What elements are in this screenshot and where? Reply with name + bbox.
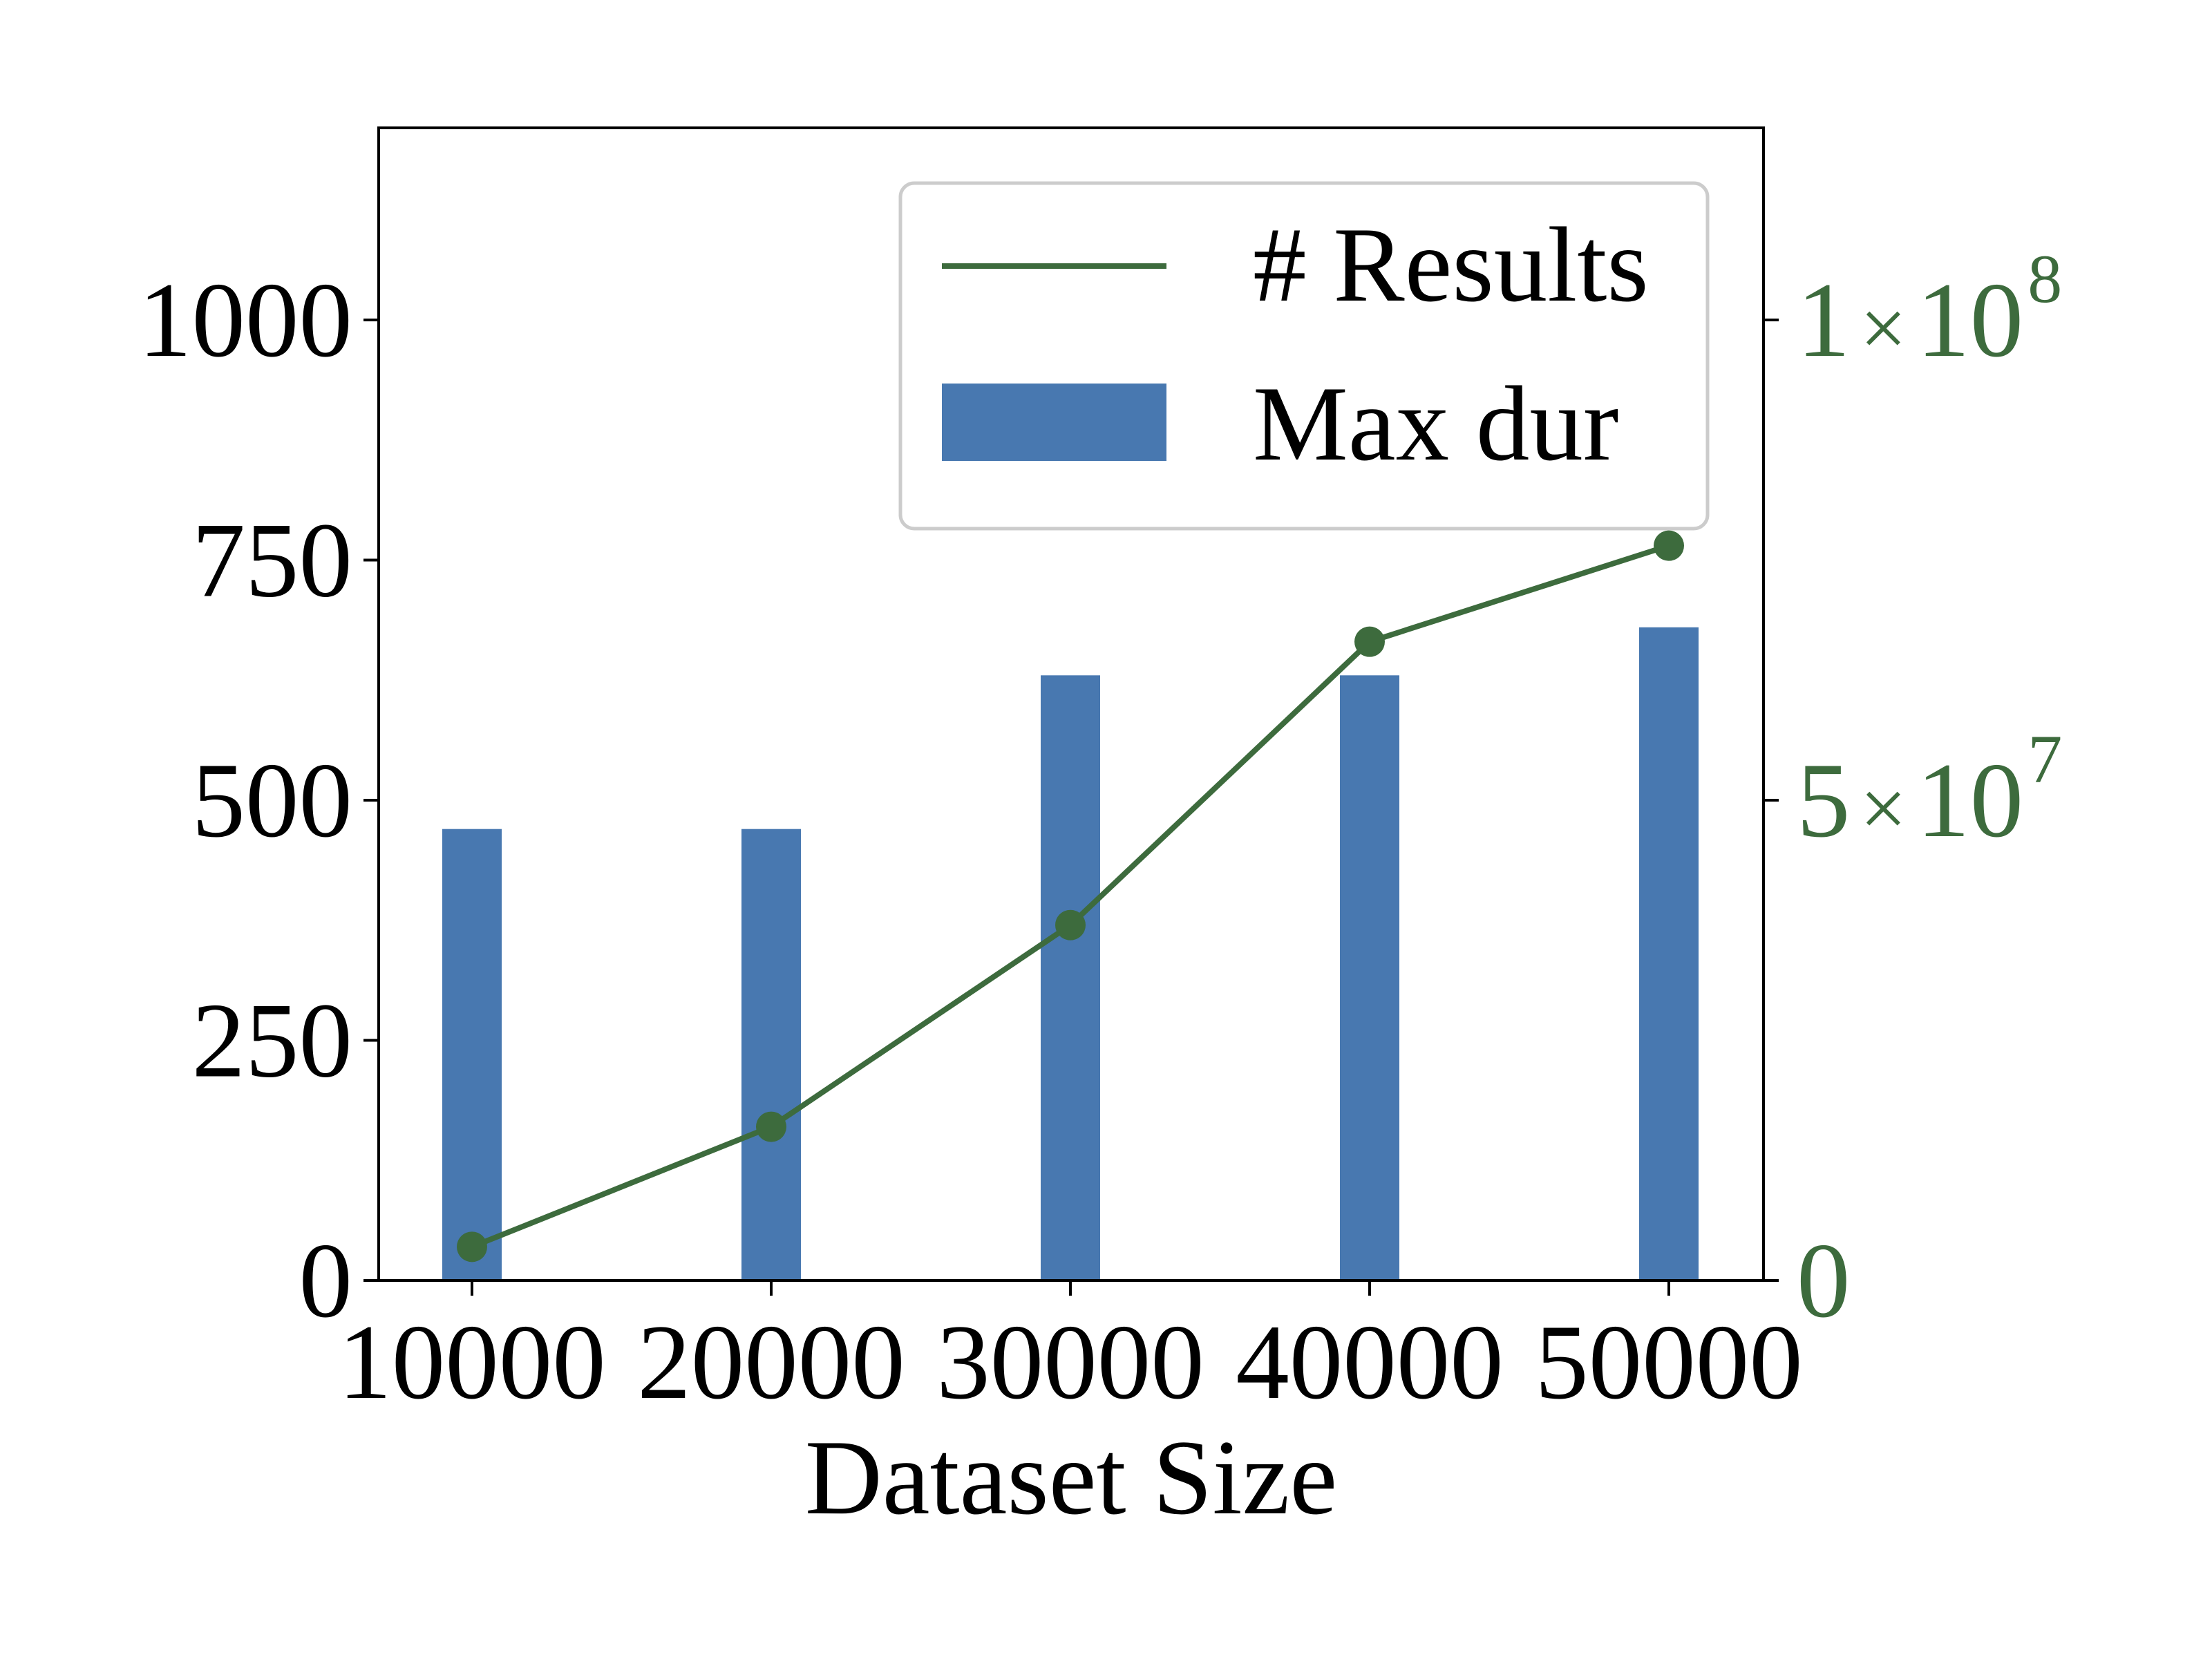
right-tick-label-1: 5 ×107 [1797,721,2062,860]
left-tick-label-1000: 1000 [138,261,352,379]
results-point-30000 [1055,909,1086,940]
bar-series [442,627,1699,1280]
bar-10000 [442,829,502,1280]
left-axis: 0 250 500 750 1000 [138,261,379,1340]
x-axis: 10000 20000 30000 40000 50000 [338,1280,1803,1421]
legend-label-results: # Results [1253,205,1649,324]
line-series [457,530,1684,1262]
x-axis-title: Dataset Size [805,1418,1337,1537]
legend-bar-swatch [942,384,1166,461]
legend-label-max-dur: Max dur [1253,364,1618,483]
bar-50000 [1639,627,1699,1280]
left-tick-label-500: 500 [192,741,353,860]
x-tick-label-40000: 40000 [1236,1303,1504,1421]
right-tick-label-2: 1 ×108 [1797,240,2062,379]
right-tick-label-0: 0 [1797,1221,1851,1340]
results-point-40000 [1354,626,1385,657]
x-tick-label-20000: 20000 [637,1303,905,1421]
bar-40000 [1340,675,1399,1280]
left-tick-label-750: 750 [192,501,353,620]
x-tick-label-30000: 30000 [936,1303,1204,1421]
left-tick-label-250: 250 [192,981,353,1100]
results-point-50000 [1654,530,1684,561]
right-axis: 0 5 ×107 1 ×108 [1764,240,2062,1340]
results-point-20000 [756,1111,786,1142]
x-tick-label-10000: 10000 [338,1303,606,1421]
legend: # Results Max dur [898,181,1710,531]
bar-30000 [1041,675,1100,1280]
x-tick-label-50000: 50000 [1535,1303,1803,1421]
bar-20000 [741,829,801,1280]
results-point-10000 [457,1231,487,1262]
left-tick-label-0: 0 [299,1221,353,1340]
